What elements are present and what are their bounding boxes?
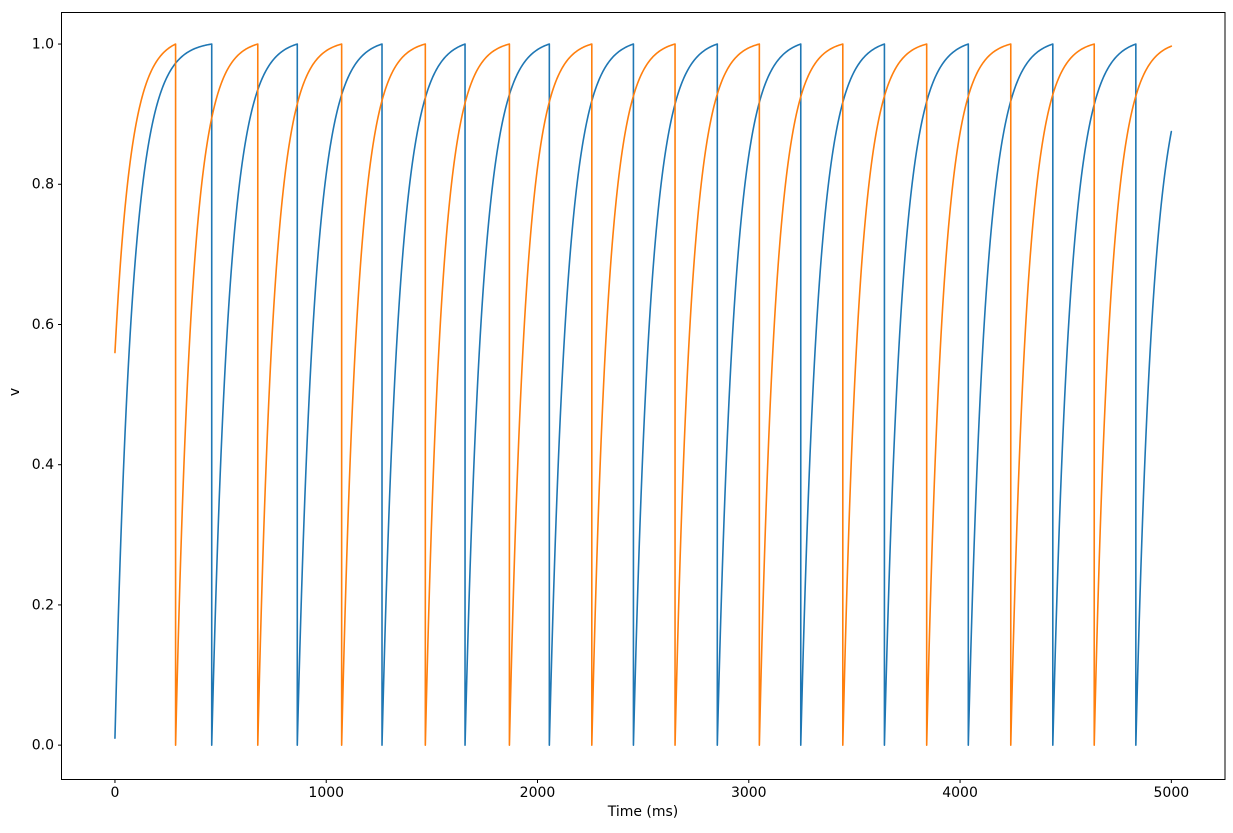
x-tick-label: 5000	[1154, 785, 1190, 801]
y-tick-label: 0.6	[32, 317, 54, 333]
x-tick-label: 4000	[942, 785, 978, 801]
orange-trace-line	[114, 43, 1173, 746]
x-tick-label: 1000	[308, 785, 344, 801]
axes-frame	[61, 12, 1226, 780]
y-tick-label: 1.0	[32, 37, 54, 53]
y-tick-label: 0.0	[32, 738, 54, 754]
y-tick-label: 0.8	[32, 177, 54, 193]
x-tick-label: 2000	[520, 785, 556, 801]
x-tick-label: 0	[110, 785, 119, 801]
y-axis-label: v	[7, 387, 23, 397]
y-tick-label: 0.4	[32, 457, 54, 473]
y-tick-label: 0.2	[32, 597, 54, 613]
x-tick-label: 3000	[731, 785, 767, 801]
blue-trace-line	[114, 43, 1173, 746]
x-axis-label: Time (ms)	[607, 804, 679, 820]
